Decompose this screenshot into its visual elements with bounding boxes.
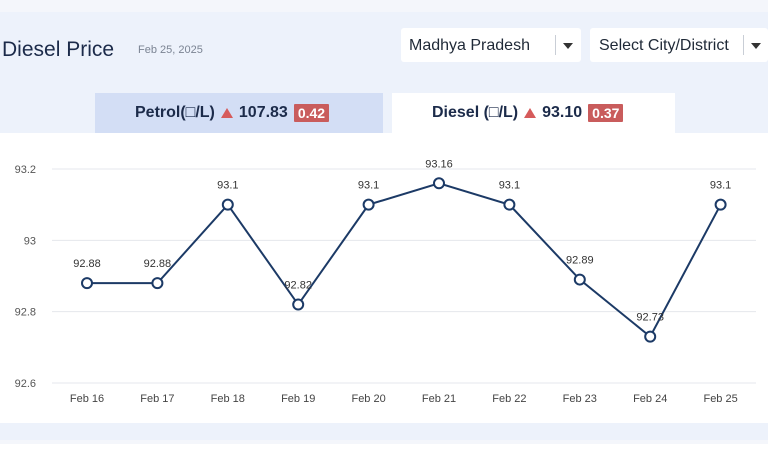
- data-point: [573, 273, 586, 286]
- x-tick-label: Feb 23: [563, 393, 597, 405]
- tab-diesel-label: Diesel (□/L): [432, 104, 519, 121]
- chart-panel: 93.2 93 92.8 92.6 Feb 16 Feb 17 Feb 18 Feb 19 Fe…: [0, 133, 768, 423]
- tab-petrol-price: 107.83: [238, 104, 288, 121]
- x-tick-label: Feb 17: [140, 393, 174, 405]
- data-point: [151, 277, 164, 290]
- city-select[interactable]: Select City/District: [590, 28, 768, 62]
- data-label: 93.1: [710, 180, 731, 192]
- data-point: [433, 177, 445, 190]
- x-tick-label: Feb 22: [492, 393, 526, 405]
- bottom-strip: [0, 444, 768, 460]
- state-select-separator: [555, 35, 556, 55]
- chevron-down-icon[interactable]: [751, 43, 761, 49]
- data-label: 93.1: [217, 180, 238, 192]
- y-tick-label: 92.8: [15, 307, 36, 319]
- data-label: 92.89: [566, 255, 594, 267]
- price-up-icon: [524, 108, 537, 118]
- y-tick-label: 92.6: [15, 378, 36, 390]
- tab-petrol-change-badge: 0.42: [293, 104, 330, 122]
- price-date: Feb 25, 2025: [138, 44, 203, 56]
- y-tick-label: 93: [24, 235, 36, 247]
- tab-petrol[interactable]: Petrol(□/L) 107.83 0.42: [95, 93, 383, 133]
- city-select-separator: [743, 35, 744, 55]
- data-label: 93.1: [358, 180, 379, 192]
- price-up-icon: [220, 108, 233, 118]
- x-tick-label: Feb 24: [633, 393, 667, 405]
- data-label: 92.88: [144, 258, 172, 270]
- data-point: [714, 198, 727, 211]
- x-tick-label: Feb 19: [281, 393, 315, 405]
- x-tick-label: Feb 25: [703, 393, 737, 405]
- data-point: [503, 198, 516, 211]
- data-point: [362, 198, 375, 211]
- chevron-down-icon[interactable]: [563, 43, 573, 49]
- data-label: 93.1: [499, 180, 520, 192]
- state-select-value: Madhya Pradesh: [409, 37, 530, 54]
- page-title: Diesel Price: [2, 38, 115, 61]
- city-select-value: Select City/District: [599, 37, 729, 54]
- data-point: [81, 277, 93, 290]
- tab-diesel-change-badge: 0.37: [588, 104, 624, 122]
- x-tick-label: Feb 21: [422, 393, 456, 405]
- data-point: [221, 198, 234, 211]
- state-select[interactable]: Madhya Pradesh: [401, 28, 581, 62]
- x-tick-label: Feb 20: [351, 393, 385, 405]
- data-label: 92.88: [73, 258, 101, 270]
- data-label: 92.82: [284, 280, 312, 292]
- data-label: 93.16: [425, 158, 453, 170]
- data-label: 92.73: [636, 312, 664, 324]
- data-point: [644, 330, 657, 343]
- tab-diesel-price: 93.10: [542, 104, 583, 121]
- tab-petrol-label: Petrol(□/L): [135, 104, 215, 121]
- x-tick-label: Feb 16: [70, 393, 104, 405]
- x-tick-label: Feb 18: [211, 393, 245, 405]
- series-line: [87, 182, 722, 339]
- tab-diesel[interactable]: Diesel (□/L) 93.10 0.37: [392, 93, 675, 133]
- diesel-price-line-chart: 93.2 93 92.8 92.6 Feb 16 Feb 17 Feb 18 Feb 19 Fe…: [15, 158, 756, 405]
- data-point: [292, 298, 305, 311]
- y-tick-label: 93.2: [15, 164, 36, 176]
